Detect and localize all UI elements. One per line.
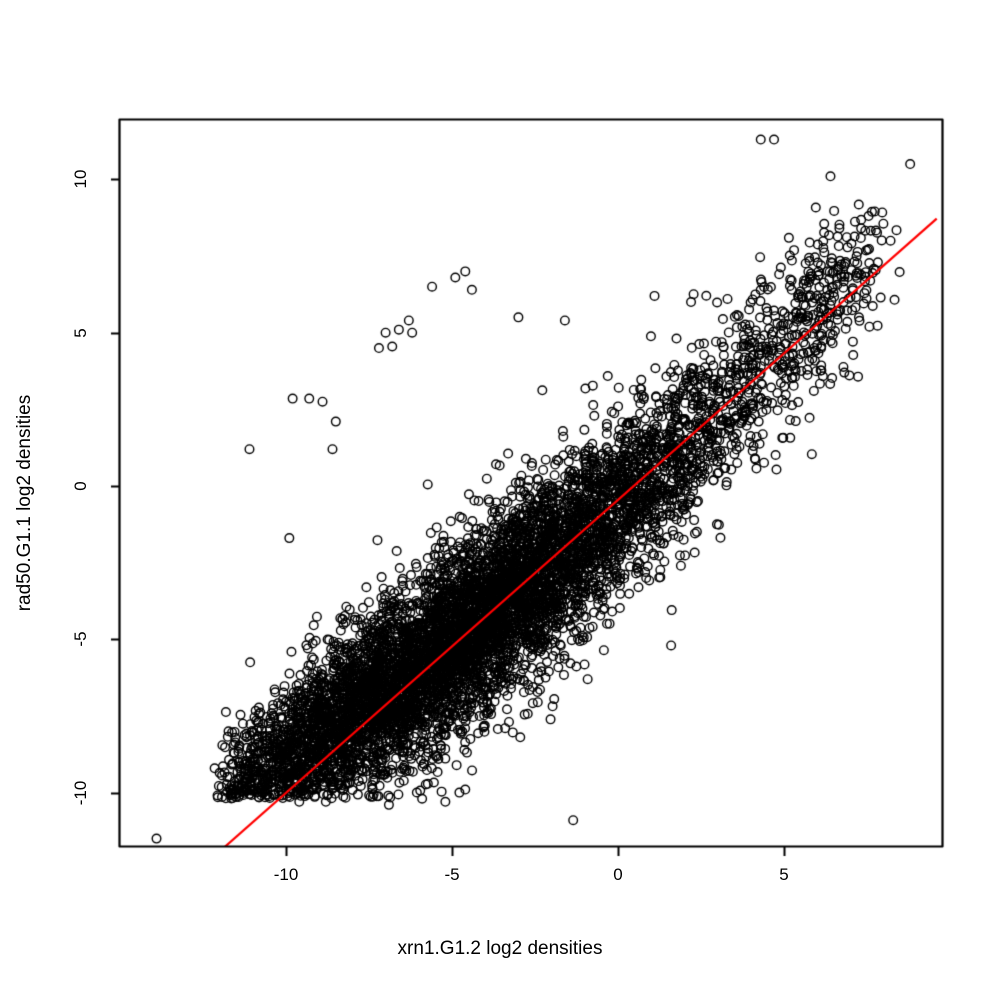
x-tick-label: -10 — [273, 865, 299, 884]
y-tick-label: 5 — [71, 327, 90, 338]
y-axis-label: rad50.G1.1 log2 densities — [14, 394, 35, 612]
x-tick-label: 0 — [613, 865, 623, 884]
y-tick-label: -5 — [71, 631, 90, 647]
y-tick-label: 10 — [71, 169, 90, 189]
x-tick-label: 5 — [779, 865, 789, 884]
x-tick-label: -5 — [444, 865, 460, 884]
y-tick-label: -10 — [71, 780, 90, 805]
y-tick-label: 0 — [71, 481, 90, 491]
x-axis-label: xrn1.G1.2 log2 densities — [397, 938, 603, 959]
